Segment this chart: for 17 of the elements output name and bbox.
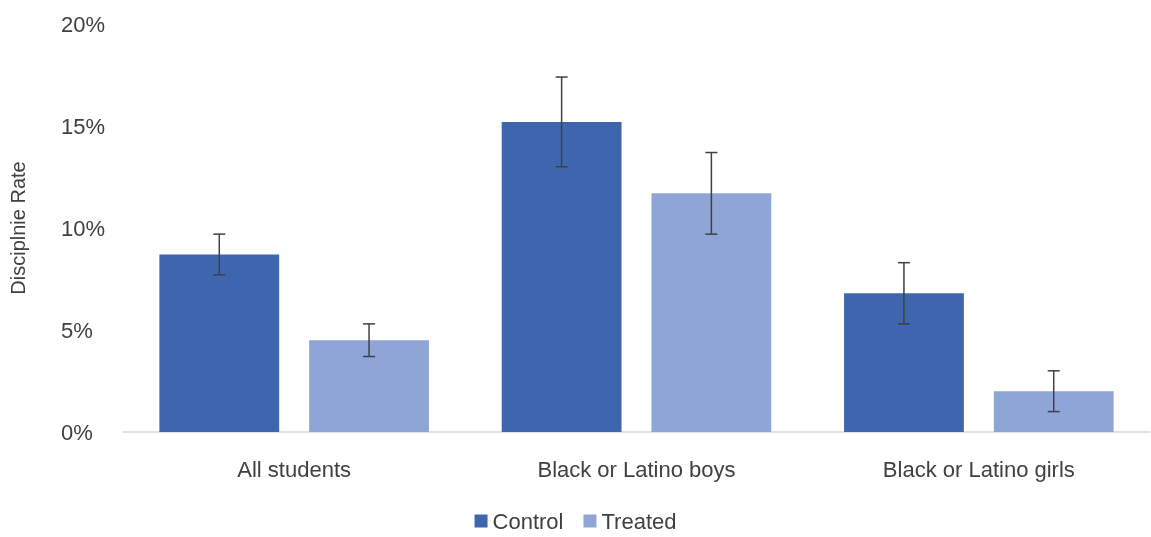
x-tick-label: Black or Latino girls bbox=[882, 456, 1075, 482]
x-tick-label: Black or Latino boys bbox=[537, 456, 736, 482]
legend-label: Control bbox=[492, 508, 564, 534]
y-tick-label: 5% bbox=[61, 317, 93, 343]
bar bbox=[993, 391, 1114, 432]
y-tick-label: 0% bbox=[61, 419, 93, 445]
legend-label: Treated bbox=[601, 508, 677, 534]
y-tick-label: 15% bbox=[61, 113, 106, 139]
x-tick-label: All students bbox=[237, 456, 352, 482]
bar bbox=[844, 293, 964, 432]
bar bbox=[159, 254, 280, 432]
bar bbox=[501, 121, 622, 432]
y-tick-label: 10% bbox=[61, 215, 106, 241]
y-tick-label: 20% bbox=[61, 11, 106, 37]
bar bbox=[651, 193, 772, 432]
bar bbox=[309, 340, 429, 432]
y-axis-title: Disciplnie Rate bbox=[7, 161, 29, 295]
